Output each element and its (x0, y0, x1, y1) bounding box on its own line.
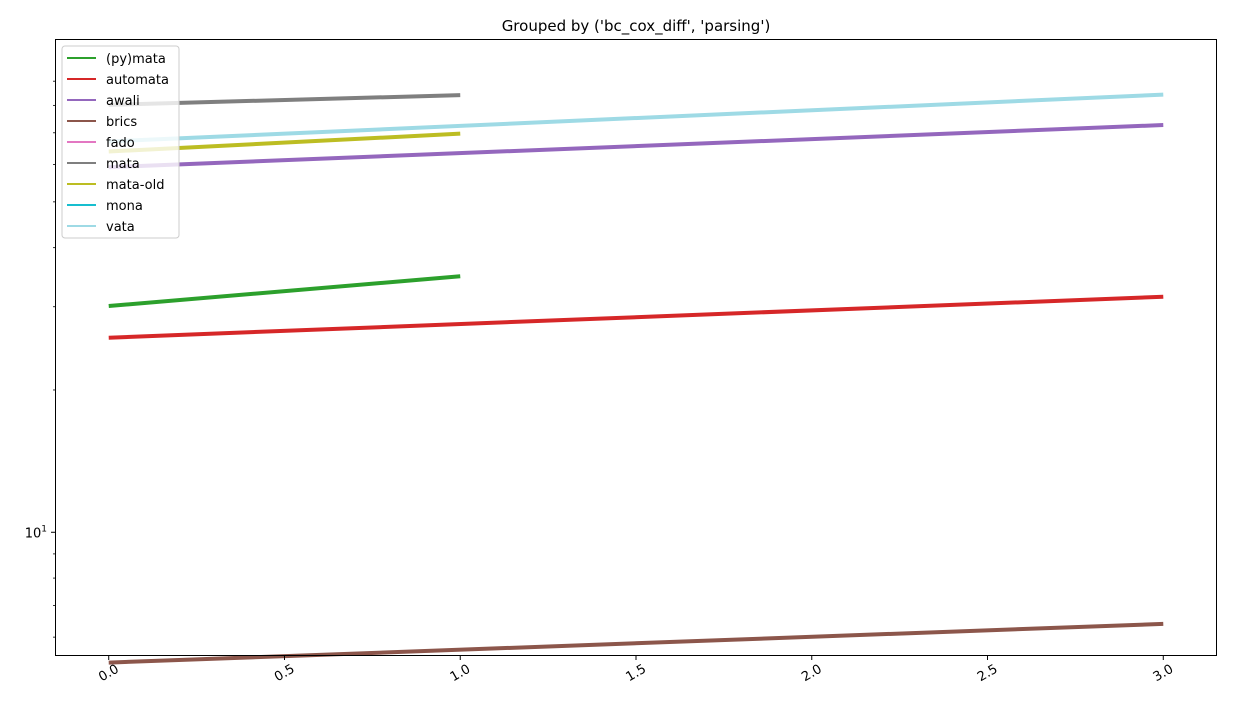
legend-label-7: mona (106, 199, 143, 214)
legend-label-3: brics (106, 115, 137, 130)
axis-layer: 0.0 0.5 1.0 1.5 2.0 2.5 3.0 101 (25, 80, 1176, 685)
x-tick-label-3: 1.5 (624, 662, 649, 685)
x-tick-label-5: 2.5 (975, 662, 1000, 685)
x-tick-label-1: 0.5 (272, 662, 297, 685)
legend-label-2: awali (106, 94, 140, 109)
x-tick-label-0: 0.0 (96, 662, 121, 685)
x-tick-label-2: 1.0 (448, 662, 473, 685)
x-tick-label-6: 3.0 (1151, 662, 1176, 685)
legend-label-8: vata (106, 220, 135, 235)
legend-label-0: (py)mata (106, 52, 166, 67)
chart-title: Grouped by ('bc_cox_diff', 'parsing') (502, 17, 771, 36)
legend-label-6: mata-old (106, 178, 164, 193)
x-tick-label-4: 2.0 (799, 662, 824, 685)
series-line-0 (108, 274, 461, 309)
series-line-1 (108, 294, 1164, 340)
series-line-2 (108, 123, 1164, 170)
series-line-8 (108, 92, 1164, 144)
plot-frame (55, 39, 1217, 656)
legend-box (61, 45, 180, 239)
legend-label-4: fado (106, 136, 135, 151)
legend-label-5: mata (106, 157, 140, 172)
y-tick-label-0: 101 (25, 524, 47, 541)
legend: (py)mata automata awali brics fado mata mata-o… (61, 45, 180, 239)
series-layer (108, 92, 1164, 665)
legend-label-1: automata (106, 73, 169, 88)
